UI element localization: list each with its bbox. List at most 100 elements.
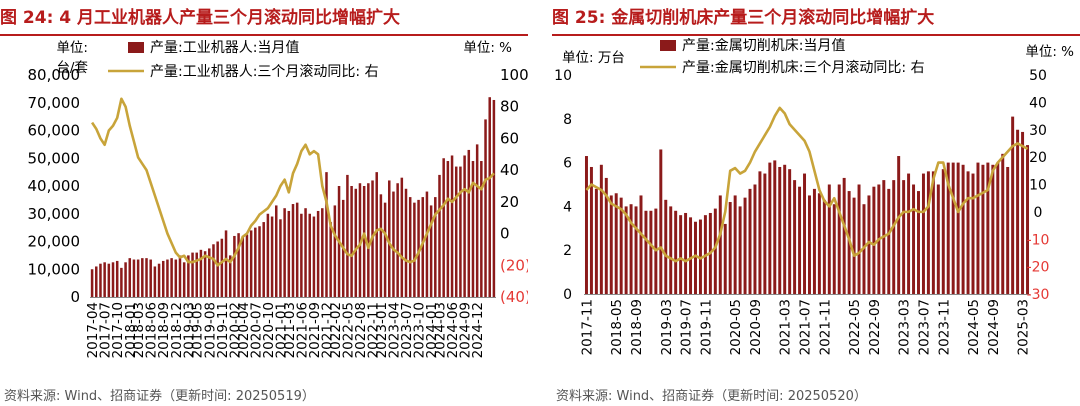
title-rule xyxy=(0,34,528,36)
bar xyxy=(187,255,190,298)
bar xyxy=(867,195,871,294)
x-tick-label: 2022-11 xyxy=(366,302,382,358)
bar xyxy=(316,210,320,297)
title-rule xyxy=(552,34,1080,36)
bar xyxy=(684,212,688,294)
bar xyxy=(174,259,178,297)
bar xyxy=(793,180,797,294)
x-tick-label: 2017-10 xyxy=(110,302,126,358)
x-tick-label: 2021-11 xyxy=(817,299,833,355)
bar xyxy=(408,197,412,297)
bar xyxy=(619,197,623,294)
bar xyxy=(115,260,119,297)
bar xyxy=(892,180,896,294)
bar xyxy=(295,202,299,297)
x-tick-label: 2017-11 xyxy=(580,299,596,355)
bar xyxy=(689,217,693,294)
bar xyxy=(484,119,487,298)
bar xyxy=(822,199,826,294)
bar xyxy=(90,269,94,297)
right-tick-label: 80 xyxy=(500,98,519,116)
legend-bar-label: 产量:工业机器人:当月值 xyxy=(150,40,299,56)
right-tick-label: 100 xyxy=(500,66,528,84)
x-tick-label: 2018-06 xyxy=(144,302,160,358)
bar xyxy=(392,191,395,297)
bar xyxy=(375,172,378,298)
x-tick-label: 2024-03 xyxy=(433,302,449,358)
unit-label: 单位: % xyxy=(1025,44,1074,60)
bar xyxy=(224,230,228,297)
x-tick-label: 2020-02 xyxy=(227,302,243,358)
bar xyxy=(991,164,995,294)
bar xyxy=(103,262,106,297)
bar xyxy=(1026,145,1030,294)
x-tick-label: 2025-03 xyxy=(1016,299,1032,355)
bar xyxy=(400,177,404,297)
x-tick-label: 2017-07 xyxy=(98,302,114,358)
x-tick-label: 2019-07 xyxy=(679,299,695,355)
bar xyxy=(976,162,980,294)
legend-line-label: 产量:金属切削机床:三个月滚动同比: 右 xyxy=(682,59,925,76)
bar xyxy=(283,208,286,297)
bar xyxy=(291,204,295,297)
bar xyxy=(921,173,925,294)
bar xyxy=(287,210,291,297)
bar xyxy=(951,162,955,294)
bar xyxy=(649,210,653,294)
bar xyxy=(946,162,950,294)
left-tick-label: 40,000 xyxy=(28,177,81,195)
bar xyxy=(803,173,807,294)
bar xyxy=(842,177,846,294)
x-tick-label: 2024-09 xyxy=(458,302,474,358)
left-tick-label: 6 xyxy=(563,156,572,172)
bar xyxy=(216,241,219,297)
x-tick-label: 2017-04 xyxy=(85,302,101,358)
bar xyxy=(713,208,717,294)
bar xyxy=(136,259,140,297)
bar xyxy=(304,208,307,297)
left-tick-label: 10,000 xyxy=(28,260,81,278)
bar xyxy=(758,171,762,294)
bar xyxy=(926,171,930,294)
x-tick-label: 2020-05 xyxy=(728,299,744,355)
bar xyxy=(249,230,253,297)
bar xyxy=(396,183,399,297)
x-tick-label: 2018-12 xyxy=(169,302,185,358)
bar xyxy=(333,205,337,297)
x-tick-label: 2019-03 xyxy=(659,299,675,355)
bar xyxy=(812,188,816,294)
x-tick-label: 2020-10 xyxy=(261,302,277,358)
x-tick-label: 2020-04 xyxy=(236,302,252,358)
x-tick-label: 2024-09 xyxy=(986,299,1002,355)
bar xyxy=(362,186,366,297)
bar xyxy=(773,160,777,294)
right-tick-label: -10 xyxy=(1027,232,1050,248)
left-tick-label: 50,000 xyxy=(28,149,81,167)
bar xyxy=(99,263,102,297)
bar xyxy=(723,223,727,294)
bar xyxy=(233,235,236,297)
bar xyxy=(170,258,173,297)
bar xyxy=(748,188,752,294)
x-tick-label: 2021-12 xyxy=(320,302,336,358)
bar xyxy=(208,248,211,297)
bar xyxy=(807,195,811,294)
bar xyxy=(141,258,144,297)
bar xyxy=(763,173,767,294)
x-tick-label: 2023-03 xyxy=(897,299,913,355)
legend-line-label: 产量:工业机器人:三个月滚动同比: 右 xyxy=(150,63,379,80)
x-tick-label: 2024-01 xyxy=(424,302,440,358)
bar xyxy=(639,195,643,294)
x-tick-label: 2024-06 xyxy=(445,302,461,358)
bar xyxy=(694,221,697,294)
bar xyxy=(128,258,132,297)
bar xyxy=(629,204,633,294)
bar xyxy=(872,186,876,294)
right-tick-label: (20) xyxy=(500,256,528,274)
x-tick-label: 2023-07 xyxy=(399,302,415,358)
bar xyxy=(698,219,702,294)
unit-label: 单位: 万台 xyxy=(562,50,625,66)
left-tick-label: 80,000 xyxy=(28,66,81,84)
bar xyxy=(166,259,169,297)
yoy-line xyxy=(585,106,1029,263)
